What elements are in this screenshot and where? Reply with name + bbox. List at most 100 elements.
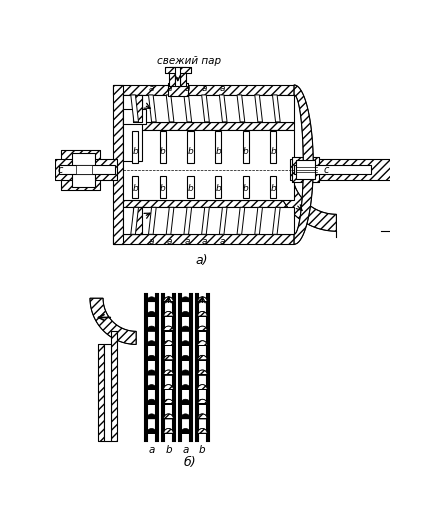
Text: b: b xyxy=(132,147,138,156)
Polygon shape xyxy=(273,208,280,234)
Text: a: a xyxy=(149,237,155,246)
Polygon shape xyxy=(56,159,117,181)
Polygon shape xyxy=(181,297,191,301)
Polygon shape xyxy=(164,341,173,345)
Text: b: b xyxy=(199,445,206,455)
Text: a: a xyxy=(167,84,172,93)
Polygon shape xyxy=(181,429,191,433)
Polygon shape xyxy=(181,414,191,419)
Text: b: b xyxy=(243,147,249,156)
Bar xyxy=(76,165,92,174)
Bar xyxy=(294,165,371,174)
Bar xyxy=(243,176,249,198)
Polygon shape xyxy=(255,95,263,122)
Polygon shape xyxy=(184,95,192,122)
Text: a: a xyxy=(149,84,155,93)
Polygon shape xyxy=(123,200,294,208)
Bar xyxy=(104,344,111,441)
Polygon shape xyxy=(181,326,191,331)
Bar xyxy=(123,95,294,122)
Polygon shape xyxy=(181,355,191,360)
Text: a: a xyxy=(182,445,189,455)
Polygon shape xyxy=(147,429,156,433)
Text: а): а) xyxy=(195,253,208,267)
Polygon shape xyxy=(147,312,156,316)
Bar xyxy=(296,161,315,179)
Text: a: a xyxy=(220,237,225,246)
Bar xyxy=(123,109,146,124)
Bar xyxy=(270,131,276,164)
Text: б): б) xyxy=(184,456,197,469)
Text: b: b xyxy=(243,184,249,193)
Polygon shape xyxy=(131,95,138,122)
Polygon shape xyxy=(147,384,156,390)
Polygon shape xyxy=(164,326,173,331)
Polygon shape xyxy=(111,332,117,441)
Text: b: b xyxy=(215,147,221,156)
Polygon shape xyxy=(237,95,245,122)
Polygon shape xyxy=(164,67,191,73)
Polygon shape xyxy=(123,122,294,129)
Text: a: a xyxy=(202,237,207,246)
Bar xyxy=(132,176,138,198)
Polygon shape xyxy=(148,208,156,234)
Polygon shape xyxy=(293,157,319,182)
Bar xyxy=(270,176,276,198)
Polygon shape xyxy=(290,159,394,181)
Polygon shape xyxy=(164,370,173,375)
Polygon shape xyxy=(197,312,207,316)
Polygon shape xyxy=(147,355,156,360)
Bar xyxy=(160,131,166,164)
Polygon shape xyxy=(113,85,294,95)
Bar xyxy=(123,95,142,161)
Bar xyxy=(175,67,180,87)
Polygon shape xyxy=(181,370,191,375)
Polygon shape xyxy=(275,169,336,231)
Polygon shape xyxy=(197,414,207,419)
Text: b: b xyxy=(187,147,194,156)
Text: b: b xyxy=(270,147,276,156)
Text: a: a xyxy=(220,84,225,93)
Text: a: a xyxy=(202,84,207,93)
Bar xyxy=(243,131,249,164)
Polygon shape xyxy=(133,95,142,122)
Polygon shape xyxy=(197,355,207,360)
Polygon shape xyxy=(202,95,209,122)
Polygon shape xyxy=(164,384,173,390)
Polygon shape xyxy=(168,83,188,97)
Polygon shape xyxy=(181,399,191,404)
Polygon shape xyxy=(90,298,136,344)
Polygon shape xyxy=(133,208,142,234)
Bar xyxy=(123,208,294,234)
Polygon shape xyxy=(169,67,175,87)
Polygon shape xyxy=(197,429,207,433)
Polygon shape xyxy=(202,208,209,234)
Text: b: b xyxy=(270,184,276,193)
Polygon shape xyxy=(181,312,191,316)
Text: свежий пар: свежий пар xyxy=(157,56,221,67)
Bar xyxy=(215,176,221,198)
Polygon shape xyxy=(147,341,156,345)
Text: a: a xyxy=(184,237,190,246)
Polygon shape xyxy=(164,429,173,433)
Bar xyxy=(160,176,166,198)
Polygon shape xyxy=(113,234,294,244)
Polygon shape xyxy=(294,85,313,244)
Text: a: a xyxy=(167,237,172,246)
Polygon shape xyxy=(197,384,207,390)
Polygon shape xyxy=(219,95,227,122)
Polygon shape xyxy=(164,399,173,404)
Polygon shape xyxy=(181,384,191,390)
Text: a: a xyxy=(148,445,155,455)
Polygon shape xyxy=(62,149,100,190)
Polygon shape xyxy=(197,399,207,404)
Polygon shape xyxy=(166,208,174,234)
Bar xyxy=(59,165,115,174)
Text: a: a xyxy=(184,84,190,93)
Polygon shape xyxy=(237,208,245,234)
Text: b: b xyxy=(132,184,138,193)
Bar xyxy=(187,176,194,198)
Polygon shape xyxy=(147,326,156,331)
Text: b: b xyxy=(187,184,194,193)
Text: b: b xyxy=(215,184,221,193)
